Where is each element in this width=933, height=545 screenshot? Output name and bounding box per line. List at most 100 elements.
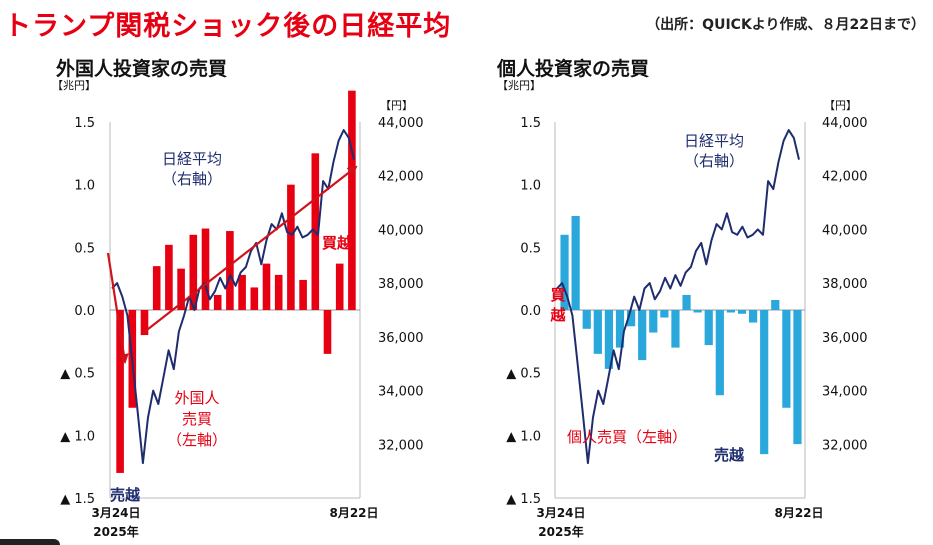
foreign-sell-annotation: 売越 xyxy=(110,486,141,504)
individual-bar-label: 個人売買（左軸） xyxy=(567,428,687,446)
individual-bar xyxy=(560,234,569,310)
panel-title-foreign: 外国人投資家の売買 xyxy=(56,58,228,80)
individual-sell-annotation: 売越 xyxy=(714,446,745,464)
individual-left-tick-label: ▲ 1.5 xyxy=(506,492,541,507)
foreign-left-tick-label: ▲ 0.5 xyxy=(60,367,95,382)
individual-bar xyxy=(693,310,702,313)
foreign-nikkei-line xyxy=(111,129,355,465)
individual-right-tick-label: 36,000 xyxy=(822,331,868,346)
individual-buy-annotation: 越 xyxy=(549,306,566,324)
foreign-right-tick-label: 36,000 xyxy=(378,331,424,346)
panel-title-individual: 個人投資家の売買 xyxy=(497,58,650,80)
foreign-trend-arrow xyxy=(106,252,129,364)
individual-bar xyxy=(760,310,769,455)
individual-right-tick-label: 44,000 xyxy=(822,116,868,131)
individual-bar xyxy=(615,310,625,348)
foreign-left-tick-label: ▲ 1.0 xyxy=(60,429,95,444)
individual-left-tick-label: 0.0 xyxy=(520,304,541,319)
foreign-x-start-year: 2025年 xyxy=(93,524,138,539)
individual-bar xyxy=(660,310,669,318)
individual-bar xyxy=(737,310,747,314)
foreign-right-tick-label: 42,000 xyxy=(378,170,424,185)
individual-bar xyxy=(671,310,680,348)
foreign-bar xyxy=(189,234,198,310)
individual-bar xyxy=(771,299,780,310)
individual-bar xyxy=(682,294,691,310)
foreign-nikkei-label: 日経平均 xyxy=(162,150,222,168)
foreign-right-tick-label: 44,000 xyxy=(378,116,424,131)
individual-bar xyxy=(715,310,724,396)
individual-bar xyxy=(626,310,636,327)
individual-buy-annotation: 買 xyxy=(550,286,565,304)
foreign-bar xyxy=(201,228,210,310)
individual-right-tick-label: 42,000 xyxy=(822,170,868,185)
foreign-nikkei-label: （右軸） xyxy=(162,170,222,188)
individual-bar xyxy=(748,310,758,323)
individual-x-end-label: 8月22日 xyxy=(774,506,823,520)
individual-nikkei-label: 日経平均 xyxy=(684,132,744,150)
individual-bar xyxy=(649,310,658,333)
headline: トランプ関税ショック後の日経平均 xyxy=(4,11,452,42)
foreign-bar xyxy=(238,274,246,310)
foreign-right-tick-label: 34,000 xyxy=(378,385,424,400)
foreign-bar xyxy=(323,310,332,354)
individual-bar xyxy=(571,216,580,310)
individual-bar xyxy=(704,310,713,346)
foreign-left-tick-label: 0.0 xyxy=(74,304,95,319)
source-note: （出所：QUICKより作成、８月22日まで） xyxy=(646,17,925,33)
individual-left-tick-label: 1.5 xyxy=(520,116,541,131)
individual-left-tick-label: 0.5 xyxy=(520,241,541,256)
foreign-bar xyxy=(226,231,234,310)
individual-left-tick-label: ▲ 0.5 xyxy=(506,367,541,382)
individual-bar xyxy=(582,310,591,329)
individual-left-tick-label: ▲ 1.0 xyxy=(506,429,541,444)
window-edge xyxy=(0,539,60,545)
individual-bar xyxy=(593,310,602,354)
individual-bar xyxy=(726,310,736,313)
foreign-bar xyxy=(287,184,295,310)
individual-left-unit: 【兆円】 xyxy=(497,79,541,92)
foreign-left-tick-label: ▲ 1.5 xyxy=(60,492,95,507)
foreign-bar xyxy=(274,274,283,310)
foreign-trend-arrow xyxy=(142,165,358,334)
foreign-left-unit: 【兆円】 xyxy=(52,79,96,92)
foreign-bar-label: （左軸） xyxy=(167,431,227,449)
foreign-right-tick-label: 38,000 xyxy=(378,277,424,292)
foreign-right-tick-label: 32,000 xyxy=(378,438,424,453)
individual-right-tick-label: 40,000 xyxy=(822,223,868,238)
individual-left-tick-label: 1.0 xyxy=(520,179,541,194)
foreign-bar xyxy=(213,294,222,310)
individual-nikkei-label: （右軸） xyxy=(684,152,744,170)
individual-x-start-label: 3月24日 xyxy=(536,506,585,520)
foreign-buy-annotation: 買越 xyxy=(322,234,353,252)
foreign-bar xyxy=(116,310,124,473)
individual-bar xyxy=(782,310,791,408)
foreign-bar xyxy=(262,263,271,310)
foreign-x-end-label: 8月22日 xyxy=(329,506,378,520)
foreign-x-start-label: 3月24日 xyxy=(91,506,140,520)
foreign-bar xyxy=(348,90,356,311)
foreign-right-unit: 【円】 xyxy=(380,99,413,112)
foreign-bar xyxy=(165,244,173,310)
individual-x-start-year: 2025年 xyxy=(538,524,583,539)
foreign-bar xyxy=(335,263,344,310)
foreign-left-tick-label: 1.0 xyxy=(74,179,95,194)
foreign-bar xyxy=(177,268,185,310)
foreign-bar xyxy=(140,310,149,336)
foreign-bar xyxy=(152,266,161,310)
individual-bar xyxy=(793,310,802,445)
foreign-bar xyxy=(299,279,307,310)
foreign-bar-label: 外国人 xyxy=(174,389,219,407)
individual-bar xyxy=(638,310,647,361)
individual-right-tick-label: 32,000 xyxy=(822,438,868,453)
individual-right-unit: 【円】 xyxy=(824,99,857,112)
individual-bar xyxy=(604,310,614,369)
individual-nikkei-line xyxy=(556,129,800,465)
foreign-left-tick-label: 1.5 xyxy=(74,116,95,131)
individual-right-tick-label: 34,000 xyxy=(822,385,868,400)
foreign-left-tick-label: 0.5 xyxy=(74,241,95,256)
foreign-bar xyxy=(250,287,259,310)
foreign-bar-label: 売買 xyxy=(182,410,212,428)
individual-right-tick-label: 38,000 xyxy=(822,277,868,292)
